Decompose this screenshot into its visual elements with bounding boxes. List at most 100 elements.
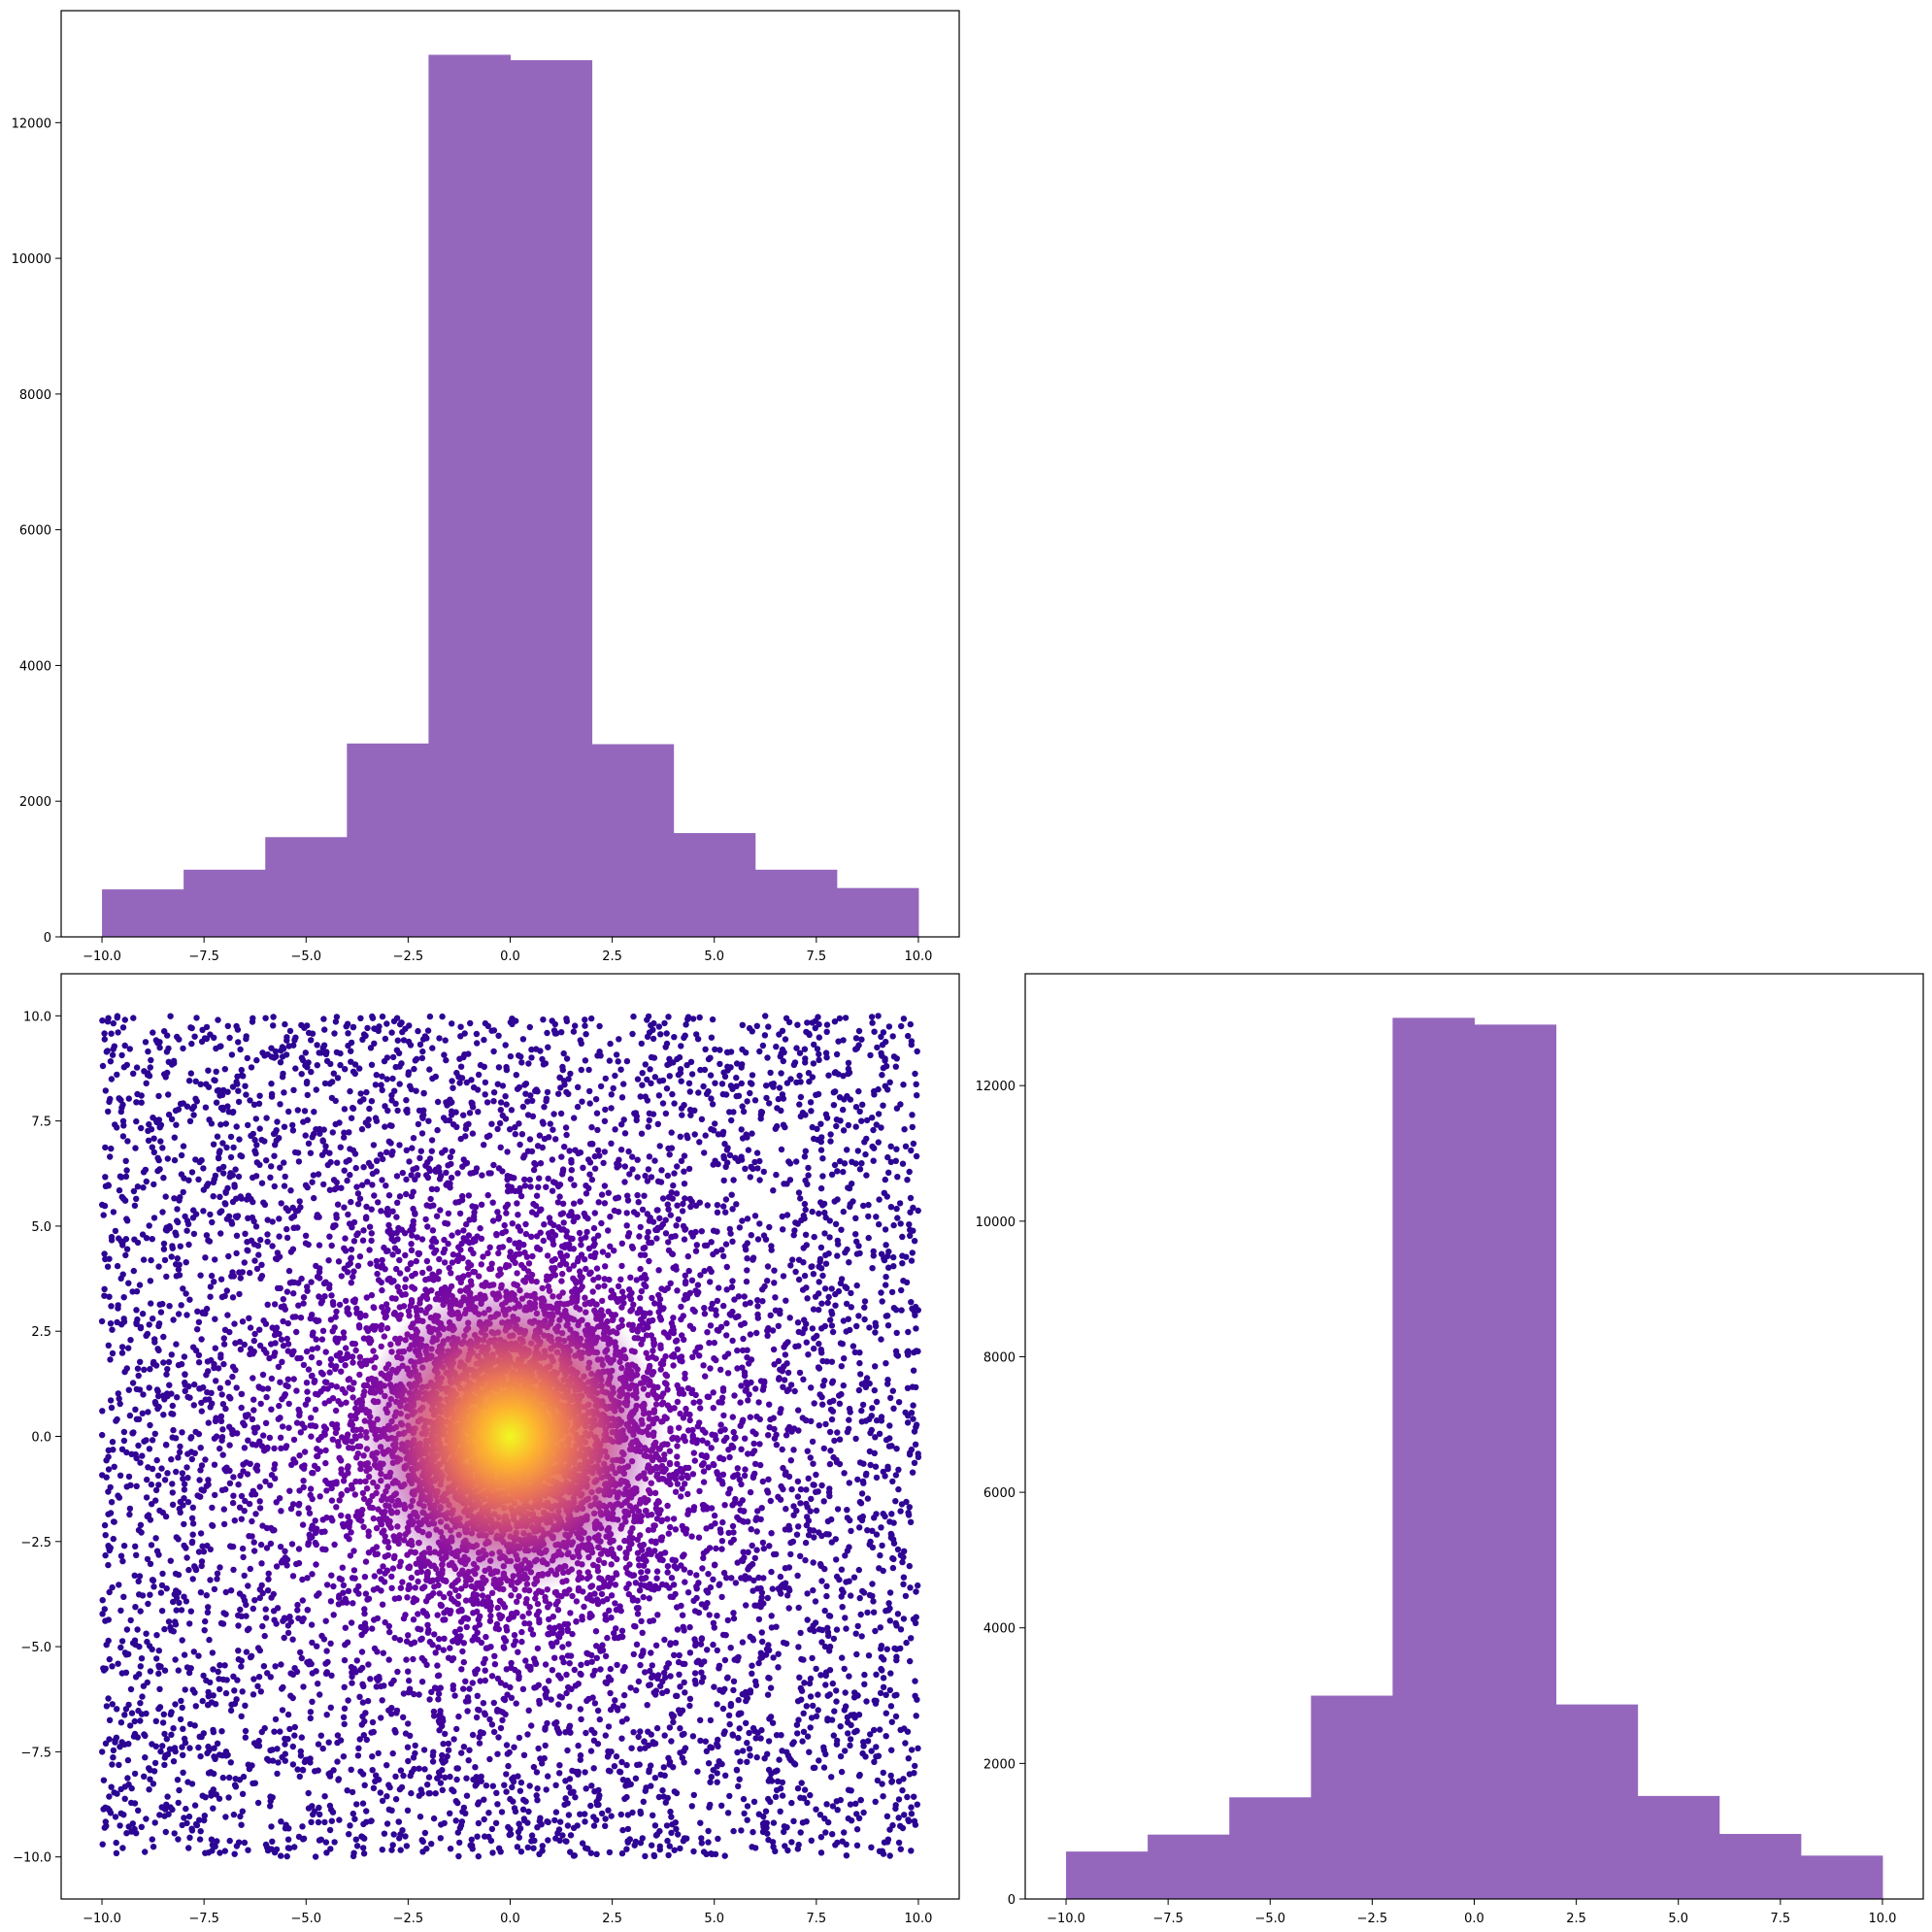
- scatter-point: [883, 1691, 889, 1699]
- scatter-point: [646, 1153, 653, 1160]
- scatter-point: [391, 1726, 398, 1734]
- scatter-point: [326, 1233, 333, 1240]
- scatter-point: [108, 1404, 116, 1412]
- scatter-point: [775, 1664, 782, 1671]
- scatter-point: [502, 1093, 509, 1100]
- scatter-point: [130, 1070, 137, 1078]
- scatter-point: [735, 1734, 742, 1742]
- scatter-point: [191, 1381, 198, 1388]
- scatter-point: [163, 1585, 170, 1592]
- scatter-point: [582, 1016, 588, 1023]
- scatter-point: [155, 1648, 162, 1654]
- scatter-point: [197, 1467, 204, 1474]
- scatter-point: [219, 1426, 226, 1433]
- scatter-point: [734, 1749, 741, 1756]
- scatter-point: [364, 1179, 371, 1185]
- scatter-point: [786, 1755, 793, 1762]
- scatter-point: [482, 1711, 488, 1718]
- scatter-point: [493, 1789, 500, 1797]
- scatter-point: [650, 1035, 657, 1043]
- scatter-point: [200, 1165, 207, 1172]
- scatter-point: [700, 1554, 707, 1562]
- scatter-point: [723, 1286, 730, 1293]
- scatter-point: [359, 1681, 366, 1688]
- scatter-point: [108, 1030, 115, 1037]
- scatter-point: [345, 1042, 351, 1049]
- scatter-point: [807, 1693, 815, 1700]
- scatter-point: [99, 1597, 106, 1604]
- scatter-point: [288, 1215, 295, 1221]
- scatter-point: [310, 1329, 316, 1336]
- scatter-point: [361, 1782, 368, 1789]
- scatter-point: [749, 1542, 755, 1549]
- scatter-point: [765, 1795, 772, 1803]
- scatter-point: [598, 1810, 606, 1817]
- scatter-point: [457, 1063, 465, 1070]
- scatter-point: [884, 1607, 892, 1614]
- scatter-point: [601, 1200, 609, 1207]
- scatter-point: [452, 1199, 459, 1206]
- scatter-point: [892, 1307, 900, 1314]
- scatter-point: [462, 1810, 469, 1817]
- scatter-point: [889, 1478, 896, 1485]
- scatter-point: [642, 1172, 649, 1180]
- scatter-point: [194, 1326, 201, 1333]
- scatter-point: [830, 1635, 838, 1643]
- scatter-point: [828, 1311, 836, 1317]
- scatter-point: [205, 1419, 212, 1426]
- scatter-point: [557, 1818, 564, 1825]
- scatter-point: [178, 1151, 185, 1159]
- scatter-point: [173, 1534, 180, 1541]
- scatter-point: [665, 1247, 673, 1254]
- scatter-point: [225, 1393, 233, 1401]
- scatter-point: [701, 1149, 708, 1156]
- scatter-point: [656, 1143, 663, 1149]
- scatter-point: [549, 1156, 556, 1163]
- scatter-point: [526, 1023, 533, 1031]
- scatter-point: [256, 1326, 263, 1333]
- scatter-point: [716, 1047, 723, 1053]
- scatter-point: [155, 1662, 162, 1670]
- scatter-point: [388, 1705, 395, 1712]
- scatter-point: [612, 1126, 618, 1133]
- scatter-point: [777, 1366, 783, 1373]
- scatter-point: [239, 1688, 246, 1695]
- scatter-point: [870, 1126, 877, 1134]
- scatter-point: [832, 1290, 839, 1298]
- scatter-point: [161, 1667, 169, 1674]
- scatter-point: [803, 1284, 810, 1291]
- scatter-point: [194, 1492, 201, 1499]
- scatter-point: [852, 1215, 859, 1222]
- scatter-point: [133, 1454, 140, 1462]
- scatter-point: [319, 1327, 327, 1335]
- scatter-point: [859, 1401, 867, 1409]
- scatter-point: [601, 1282, 608, 1289]
- scatter-point: [866, 1448, 874, 1455]
- scatter-point: [389, 1749, 396, 1757]
- scatter-point: [341, 1334, 348, 1342]
- scatter-point: [181, 1486, 188, 1493]
- scatter-point: [329, 1420, 336, 1428]
- scatter-point: [273, 1563, 281, 1570]
- scatter-point: [268, 1406, 275, 1413]
- scatter-point: [824, 1299, 831, 1307]
- scatter-point: [885, 1600, 892, 1607]
- scatter-point: [100, 1777, 108, 1783]
- scatter-point: [914, 1048, 920, 1055]
- scatter-point: [556, 1074, 563, 1082]
- scatter-point: [585, 1066, 592, 1074]
- scatter-point: [686, 1088, 693, 1095]
- scatter-point: [148, 1300, 154, 1307]
- scatter-point: [190, 1103, 198, 1111]
- scatter-point: [838, 1566, 846, 1573]
- scatter-point: [846, 1480, 852, 1486]
- scatter-point: [253, 1056, 260, 1064]
- scatter-point: [474, 1086, 482, 1093]
- scatter-point: [286, 1027, 294, 1035]
- scatter-point: [855, 1313, 862, 1319]
- scatter-point: [118, 1638, 126, 1645]
- scatter-point: [168, 1116, 176, 1123]
- scatter-point: [794, 1478, 802, 1485]
- scatter-point: [362, 1216, 370, 1222]
- scatter-point: [856, 1108, 863, 1116]
